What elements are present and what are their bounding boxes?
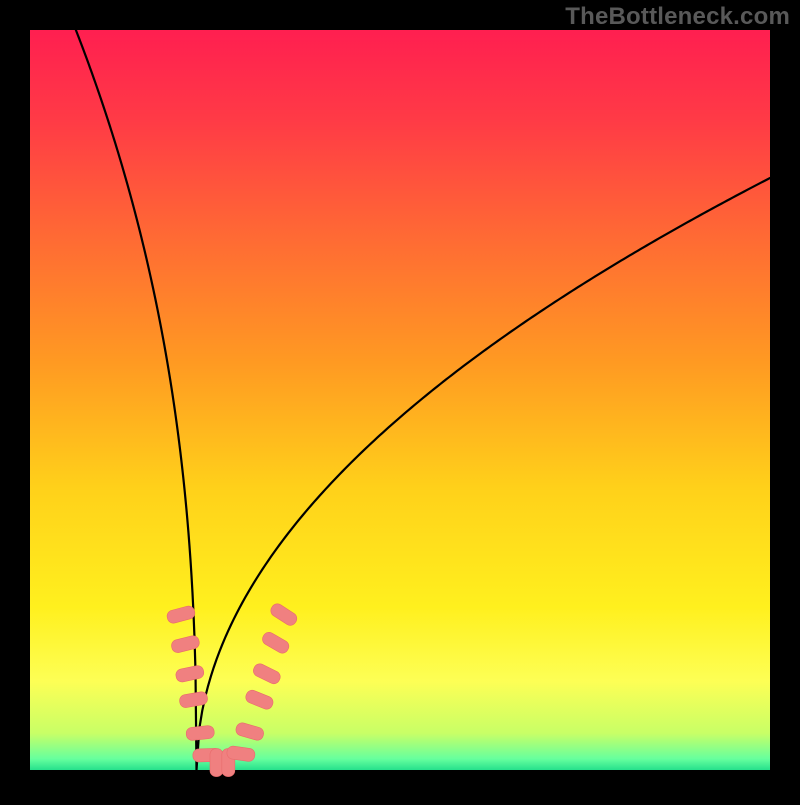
bottleneck-chart — [0, 0, 800, 800]
curve-marker — [210, 749, 223, 777]
plot-background — [30, 30, 770, 770]
watermark-text: TheBottleneck.com — [565, 3, 790, 31]
chart-frame: TheBottleneck.com — [0, 0, 800, 800]
curve-marker — [186, 725, 215, 741]
